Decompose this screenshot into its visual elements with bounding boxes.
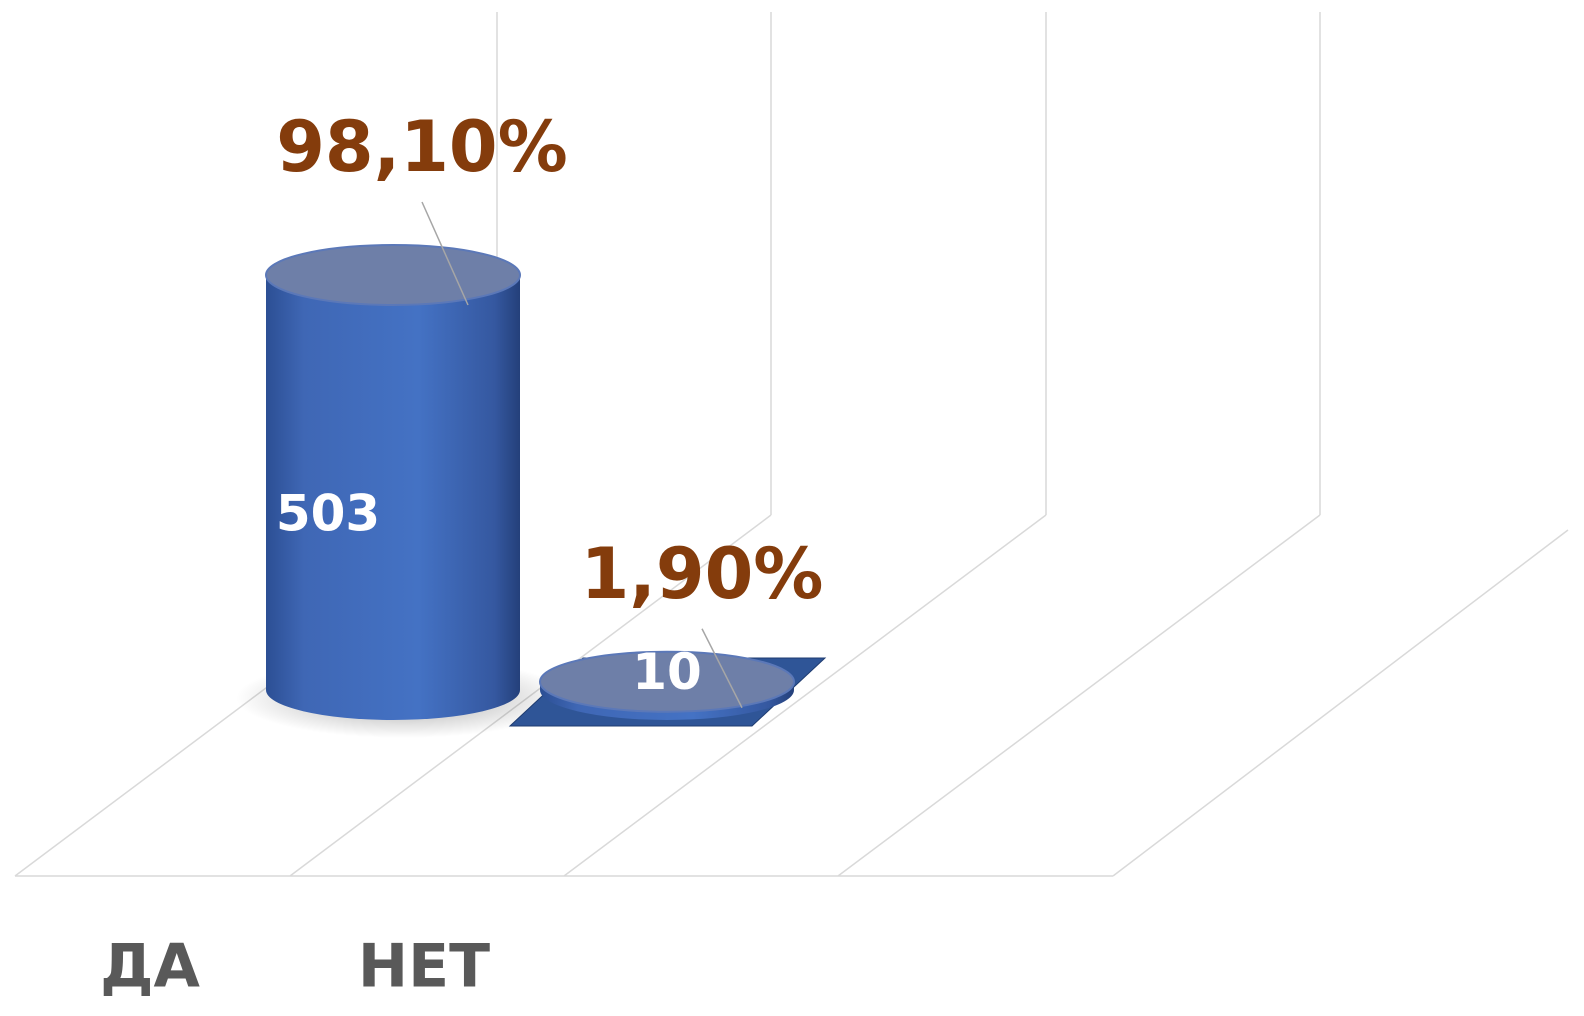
x-tick-label: НЕТ [358, 932, 490, 1002]
plot-area: 503 98,10% ДА 10 1,90% НЕТ [100, 106, 827, 1002]
percentage-label: 98,10% [276, 106, 568, 188]
value-label: 10 [632, 643, 702, 701]
cylinder-body [266, 275, 520, 720]
cylinder-top [265, 244, 521, 306]
leader-line [701, 628, 743, 709]
percentage-label: 1,90% [581, 533, 824, 615]
cylinder-top [539, 650, 795, 713]
leader-line [421, 201, 469, 306]
x-tick-label: ДА [100, 932, 200, 1002]
floor-grid [14, 12, 1569, 877]
value-label: 503 [276, 485, 380, 543]
